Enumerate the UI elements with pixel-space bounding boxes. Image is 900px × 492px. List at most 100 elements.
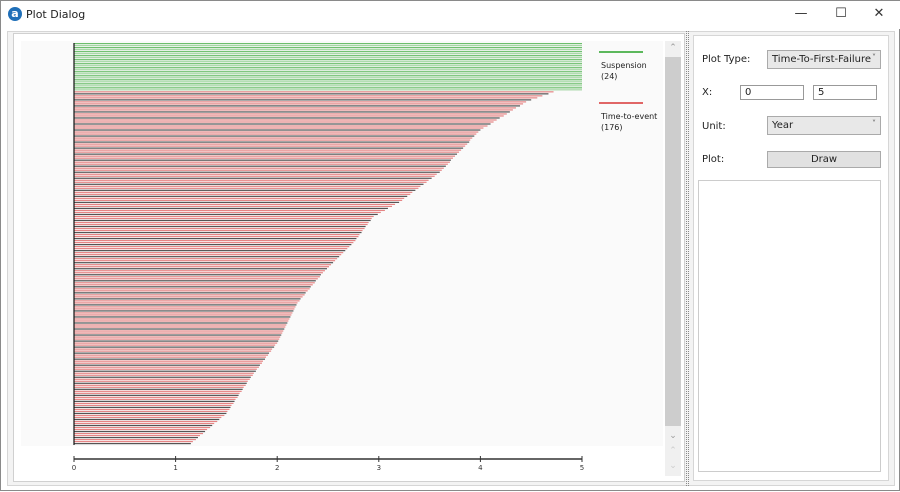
close-button[interactable]: ✕ <box>873 6 885 21</box>
bar-event <box>74 386 244 388</box>
bar-event <box>74 97 538 99</box>
unit-label: Unit: <box>702 121 726 132</box>
bar-event <box>74 278 318 280</box>
bar-event <box>74 258 338 260</box>
bar-event <box>74 153 458 155</box>
bar-event <box>74 113 507 115</box>
bar-event <box>74 177 432 179</box>
bar-suspension <box>74 47 582 49</box>
bar-event <box>74 398 236 400</box>
bar-event <box>74 364 260 366</box>
bar-event <box>74 121 494 123</box>
bar-event <box>74 310 294 312</box>
x-tick-label: 5 <box>580 464 584 472</box>
maximize-button[interactable]: ☐ <box>835 6 847 21</box>
bar-suspension <box>74 81 582 83</box>
scroll-up-icon[interactable]: ⌃ <box>669 43 677 53</box>
bar-event <box>74 139 471 141</box>
bar-event <box>74 374 253 376</box>
bar-event <box>74 390 242 392</box>
bar-event <box>74 101 527 103</box>
plot-scrollbar[interactable]: ⌃ ⌄ ⌃ ⌄ <box>665 41 681 476</box>
x-tick-label: 2 <box>275 464 279 472</box>
bar-event <box>74 95 543 97</box>
unit-select[interactable]: Year ˅ <box>767 116 881 135</box>
minimize-button[interactable]: — <box>794 6 808 21</box>
output-area <box>698 180 881 472</box>
bar-event <box>74 316 291 318</box>
bar-suspension <box>74 85 582 87</box>
bar-suspension <box>74 59 582 61</box>
bar-event <box>74 103 524 105</box>
bar-suspension <box>74 53 582 55</box>
bar-event <box>74 119 497 121</box>
bar-event <box>74 127 484 129</box>
scrollbar-thumb[interactable] <box>665 57 681 426</box>
x-min-input[interactable]: 0 <box>740 85 804 100</box>
bar-event <box>74 189 416 191</box>
plot-type-label: Plot Type: <box>702 54 751 65</box>
bar-event <box>74 378 250 380</box>
bar-event <box>74 388 243 390</box>
bar-suspension <box>74 43 582 45</box>
bar-suspension <box>74 65 582 67</box>
app-logo-icon: a <box>8 7 22 21</box>
bar-event <box>74 131 479 133</box>
bar-event <box>74 171 440 173</box>
bar-event <box>74 157 453 159</box>
x-max-input[interactable]: 5 <box>813 85 877 100</box>
bar-event <box>74 252 344 254</box>
bar-event <box>74 137 473 139</box>
scroll-down-icon[interactable]: ⌄ <box>669 431 677 441</box>
bar-event <box>74 117 500 119</box>
bar-event <box>74 167 444 169</box>
bar-event <box>74 248 348 250</box>
legend-label: Suspension <box>601 61 647 70</box>
scroll-down-icon-2[interactable]: ⌄ <box>669 461 677 471</box>
bar-suspension <box>74 83 582 85</box>
bar-suspension <box>74 87 582 89</box>
bar-event <box>74 392 240 394</box>
bar-event <box>74 217 372 220</box>
bar-event <box>74 410 228 413</box>
bar-event <box>74 322 288 324</box>
scroll-up-icon-2[interactable]: ⌃ <box>669 446 677 456</box>
bar-event <box>74 284 313 286</box>
bar-event <box>74 344 276 346</box>
bar-event <box>74 169 442 171</box>
legend-count: (176) <box>601 123 623 132</box>
bar-event <box>74 147 464 149</box>
bar-event <box>74 93 549 95</box>
bar-event <box>74 193 411 195</box>
bar-event <box>74 268 327 270</box>
bar-event <box>74 370 256 372</box>
draw-button[interactable]: Draw <box>767 151 881 168</box>
plot-type-select[interactable]: Time-To-First-Failure ˅ <box>767 50 881 69</box>
bar-event <box>74 358 266 360</box>
bar-event <box>74 430 206 433</box>
bar-event <box>74 256 340 258</box>
bar-event <box>74 125 488 127</box>
bar-event <box>74 408 230 411</box>
bar-event <box>74 213 378 216</box>
bar-event <box>74 207 388 210</box>
bar-event <box>74 338 280 340</box>
bar-event <box>74 185 421 187</box>
bar-event <box>74 115 504 117</box>
bar-event <box>74 282 315 284</box>
bar-event <box>74 418 220 421</box>
bar-suspension <box>74 69 582 71</box>
bar-event <box>74 362 262 364</box>
bar-event <box>74 173 437 175</box>
bar-event <box>74 133 477 135</box>
bar-event <box>74 412 227 415</box>
bar-event <box>74 179 429 181</box>
bar-suspension <box>74 55 582 57</box>
bar-suspension <box>74 45 582 47</box>
bar-event <box>74 272 323 274</box>
bar-event <box>74 366 259 368</box>
bar-event <box>74 402 234 404</box>
bar-event <box>74 175 435 177</box>
panel-splitter[interactable] <box>686 31 689 486</box>
bar-event <box>74 219 371 222</box>
